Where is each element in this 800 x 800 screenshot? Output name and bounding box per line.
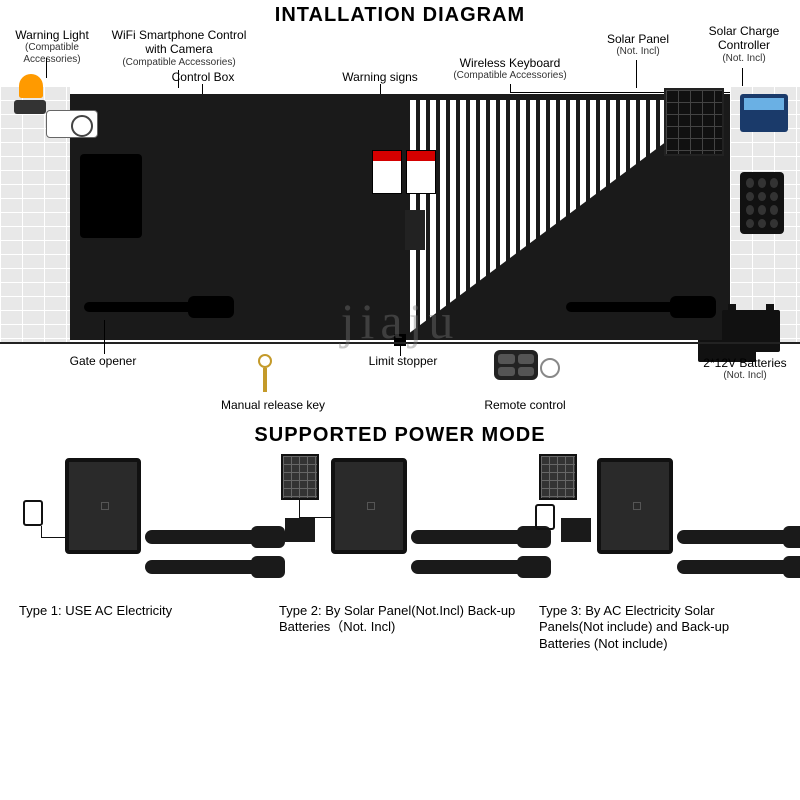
power-mode-2: Type 2: By Solar Panel(Not.Incl) Back-up…: [275, 452, 525, 652]
power-mode-1-caption: Type 1: USE AC Electricity: [15, 597, 265, 619]
outlet-icon: [535, 504, 555, 530]
scc-sub: (Not. Incl): [692, 53, 796, 65]
label-batteries: 2*12V Batteries (Not. Incl): [690, 356, 800, 382]
solar-sub: (Not. Incl): [588, 46, 688, 58]
keypad-icon: [740, 172, 784, 234]
label-solar-panel: Solar Panel (Not. Incl): [588, 32, 688, 58]
warning-light-icon: [14, 74, 48, 116]
opener-arm-icon: [411, 530, 531, 544]
label-control-box: Control Box: [148, 70, 258, 84]
label-limit-stopper: Limit stopper: [348, 354, 458, 368]
warning-sign-icon: [406, 150, 436, 194]
ground-line: [0, 342, 800, 344]
wifi-cam-text: WiFi Smartphone Control with Camera: [104, 28, 254, 57]
label-warning-light: Warning Light (Compatible Accessories): [2, 28, 102, 66]
leader: [400, 346, 401, 356]
leader: [178, 70, 179, 88]
batt-text: 2*12V Batteries: [690, 356, 800, 370]
wkbd-text: Wireless Keyboard: [440, 56, 580, 70]
opener-arm-icon: [677, 530, 797, 544]
power-mode-1: Type 1: USE AC Electricity: [15, 452, 265, 652]
label-gate-opener: Gate opener: [48, 354, 158, 368]
battery-icon: [722, 310, 780, 352]
batt-sub: (Not. Incl): [690, 370, 800, 382]
remote-icon: [494, 350, 538, 380]
gate-opener-icon: [566, 296, 716, 318]
charge-controller-icon: [740, 94, 788, 132]
gate-handle: [405, 210, 425, 250]
leader: [636, 60, 637, 88]
wkbd-sub: (Compatible Accessories): [440, 70, 580, 82]
solar-icon: [281, 454, 319, 500]
solar-panel-icon: [664, 88, 724, 156]
wifi-cam-sub: (Compatible Accessories): [104, 57, 254, 69]
scc-text: Solar Charge Controller: [692, 24, 796, 53]
control-box-icon: [597, 458, 673, 554]
control-box-icon: [331, 458, 407, 554]
battery-icon: [561, 518, 591, 542]
power-mode-3: Type 3: By AC Electricity Solar Panels(N…: [535, 452, 785, 652]
wifi-camera-icon: [46, 110, 98, 138]
label-scc: Solar Charge Controller (Not. Incl): [692, 24, 796, 65]
label-wireless-kbd: Wireless Keyboard (Compatible Accessorie…: [440, 56, 580, 82]
solar-icon: [539, 454, 577, 500]
solar-text: Solar Panel: [588, 32, 688, 46]
power-title: SUPPORTED POWER MODE: [0, 424, 800, 447]
gate-opener-icon: [84, 296, 234, 318]
control-box-icon: [80, 154, 142, 238]
opener-arm-icon: [411, 560, 531, 574]
battery-icon: [285, 518, 315, 542]
keyring-icon: [540, 358, 560, 378]
opener-arm-icon: [145, 530, 265, 544]
opener-arm-icon: [677, 560, 797, 574]
label-remote: Remote control: [460, 398, 590, 412]
power-mode-2-caption: Type 2: By Solar Panel(Not.Incl) Back-up…: [275, 597, 525, 636]
warning-light-sub: (Compatible Accessories): [2, 42, 102, 66]
label-warning-signs: Warning signs: [320, 70, 440, 84]
power-mode-3-caption: Type 3: By AC Electricity Solar Panels(N…: [535, 597, 785, 652]
outlet-icon: [23, 500, 43, 526]
leader: [510, 84, 511, 92]
leader: [104, 320, 105, 354]
warning-sign-icon: [372, 150, 402, 194]
limit-stopper-icon: [394, 334, 406, 346]
release-key-icon: [258, 354, 272, 394]
opener-arm-icon: [145, 560, 265, 574]
control-box-icon: [65, 458, 141, 554]
label-wifi-cam: WiFi Smartphone Control with Camera (Com…: [104, 28, 254, 69]
install-title: INTALLATION DIAGRAM: [0, 4, 800, 27]
warning-light-text: Warning Light: [2, 28, 102, 42]
label-manual-key: Manual release key: [198, 398, 348, 412]
